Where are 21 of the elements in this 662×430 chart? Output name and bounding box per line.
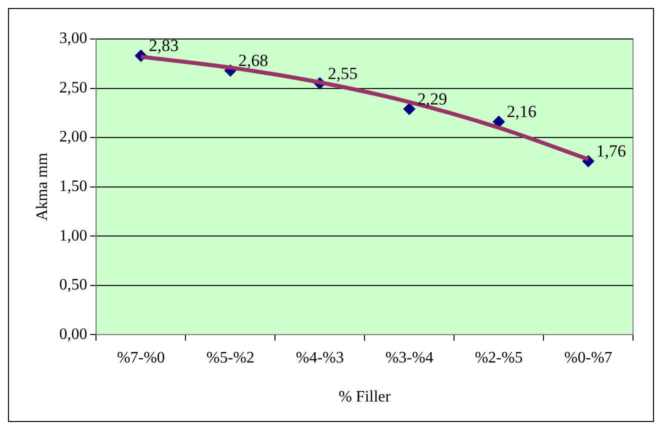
x-tick-label: %4-%3 xyxy=(296,349,344,366)
x-tick-label: %3-%4 xyxy=(385,349,434,366)
x-tick-label: %0-%7 xyxy=(564,349,612,366)
y-axis-title: Akma mm xyxy=(34,152,51,221)
x-tick-label: %2-%5 xyxy=(474,349,523,366)
y-tick-label: 1,50 xyxy=(59,178,88,196)
data-label: 2,16 xyxy=(506,102,537,122)
data-label: 1,76 xyxy=(596,142,626,161)
y-tick-label: 2,00 xyxy=(59,128,88,146)
x-tick-label: %7-%0 xyxy=(116,349,165,366)
data-label: 2,55 xyxy=(328,64,358,83)
y-tick-label: 0,50 xyxy=(59,276,88,294)
x-tick-label: %5-%2 xyxy=(206,349,254,366)
y-tick-label: 1,00 xyxy=(59,227,88,244)
y-tick-label: 3,00 xyxy=(59,30,88,48)
x-axis-title: % Filler xyxy=(338,388,392,406)
data-label: 2,83 xyxy=(148,36,179,56)
data-label: 2,29 xyxy=(417,89,448,108)
y-tick-label: 2,50 xyxy=(59,79,88,96)
y-tick-label: 0,00 xyxy=(59,326,88,343)
data-label: 2,68 xyxy=(238,51,268,70)
